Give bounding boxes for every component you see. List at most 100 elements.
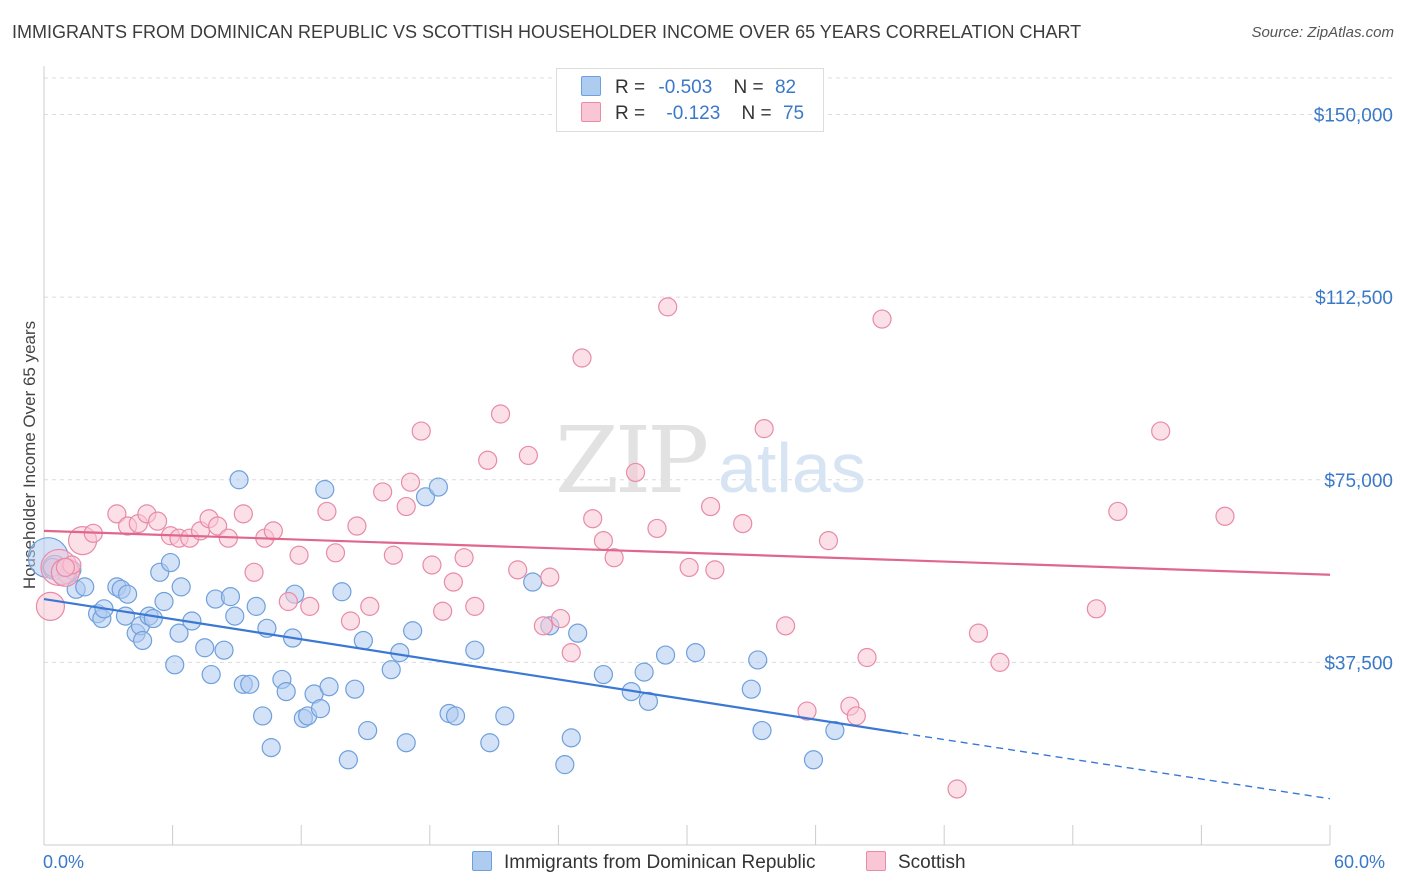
data-point [208, 516, 228, 536]
data-point [300, 596, 320, 616]
stats-legend: R = -0.503 N = 82 R = -0.123 N = 75 [556, 68, 824, 132]
legend-swatch-pink [866, 851, 886, 871]
data-point [396, 496, 416, 517]
data-point [443, 572, 463, 592]
trend-lines [43, 529, 1331, 800]
data-point [147, 511, 168, 531]
data-point [465, 640, 485, 660]
data-point [741, 679, 761, 699]
data-point [593, 664, 614, 685]
data-point [75, 577, 95, 597]
data-point [593, 531, 614, 551]
data-point [480, 733, 500, 753]
data-point [733, 513, 753, 534]
data-point [373, 482, 393, 502]
legend-n-value: 75 [782, 103, 805, 124]
legend-r-label: R = [615, 77, 646, 98]
data-point [478, 450, 498, 470]
data-point [400, 472, 421, 492]
data-point [340, 611, 361, 631]
data-point [634, 662, 654, 682]
data-point [754, 419, 774, 439]
data-point [381, 660, 401, 680]
data-point [229, 470, 249, 490]
data-point [165, 655, 185, 675]
y-tick-labels: $37,500 $75,000 $112,500 $150,000 [1314, 106, 1393, 675]
y-tick-label: $112,500 [1315, 288, 1393, 309]
data-point [947, 779, 967, 799]
data-point [240, 674, 260, 694]
data-point [748, 650, 768, 670]
trend-line-dominican [43, 597, 902, 735]
data-point [550, 608, 571, 629]
data-point [872, 309, 892, 329]
data-point [490, 404, 511, 424]
data-point [1086, 599, 1106, 619]
data-point [358, 720, 378, 741]
data-point [317, 501, 337, 522]
data-point [411, 421, 431, 441]
bottom-legend-scottish: Scottish [866, 851, 966, 874]
data-point [171, 577, 191, 597]
data-point [160, 552, 181, 573]
legend-r-label: R = [615, 103, 646, 124]
legend-n-label: N = [741, 103, 772, 124]
data-point [422, 555, 442, 575]
data-point [625, 462, 646, 483]
data-point [55, 557, 76, 578]
data-point [775, 616, 796, 636]
legend-n-label: N = [733, 77, 764, 98]
data-point [679, 557, 699, 578]
data-point [604, 548, 624, 568]
data-point [495, 706, 515, 726]
data-point [169, 623, 189, 643]
data-point [278, 591, 298, 612]
data-point [117, 584, 138, 604]
trend-line-scottish [43, 529, 1331, 576]
data-point [325, 543, 346, 563]
data-point [540, 567, 560, 587]
data-point [253, 706, 273, 726]
data-point [555, 755, 575, 775]
y-tick-label: $75,000 [1324, 471, 1393, 492]
data-point [233, 504, 253, 524]
data-point [533, 616, 553, 636]
bottom-legend-dominican: Immigrants from Dominican Republic [472, 851, 816, 874]
legend-label: Scottish [898, 852, 966, 873]
data-point [465, 596, 485, 616]
data-point [261, 738, 281, 758]
data-point [818, 531, 839, 551]
data-point [35, 591, 66, 621]
data-point [143, 608, 163, 629]
data-point [1108, 501, 1128, 522]
data-point [705, 560, 725, 580]
data-point [353, 630, 373, 651]
trend-line-dominican-extension [901, 732, 1331, 800]
data-point [638, 691, 659, 711]
data-point [561, 728, 581, 748]
data-point [445, 706, 466, 726]
legend-swatch-blue [472, 851, 492, 871]
data-point [276, 681, 296, 702]
data-point [195, 638, 215, 658]
data-point [415, 487, 436, 507]
svg-text:atlas: atlas [718, 429, 866, 507]
legend-swatch-blue [581, 76, 601, 96]
y-tick-label: $150,000 [1314, 106, 1393, 127]
data-point [568, 623, 588, 643]
data-point [968, 623, 989, 643]
data-point [1151, 421, 1171, 441]
axes [43, 66, 1331, 846]
watermark: ZIP atlas [555, 407, 866, 514]
data-point [583, 509, 603, 529]
data-point [518, 445, 538, 466]
data-point [383, 545, 403, 565]
series-scottish [35, 297, 1235, 799]
data-point [752, 720, 772, 741]
legend-r-value: -0.503 [658, 77, 713, 98]
data-point [154, 591, 174, 612]
data-point [797, 701, 817, 721]
data-point [244, 562, 264, 582]
legend-r-value: -0.123 [666, 103, 721, 124]
